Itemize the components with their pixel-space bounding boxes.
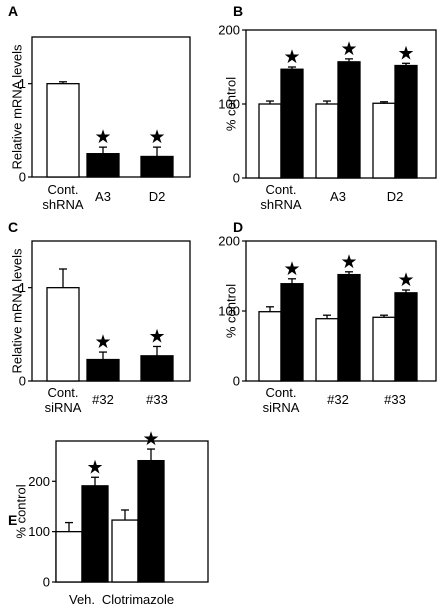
y-tick-label: 0 [233, 374, 240, 389]
bar [315, 318, 339, 382]
category-label: shRNA [260, 197, 302, 212]
y-tick-label: 200 [218, 23, 240, 38]
bar [46, 83, 80, 178]
bar [86, 358, 120, 382]
category-label: Veh. [69, 592, 95, 607]
bar [258, 103, 282, 179]
y-tick-label: 200 [218, 234, 240, 249]
y-tick-label: 100 [218, 97, 240, 112]
bar [86, 153, 120, 178]
category-label: Cont. [47, 182, 78, 197]
significance-star: ★ [94, 127, 111, 148]
bar [315, 103, 339, 179]
category-label: #32 [327, 392, 349, 407]
y-tick-label: 0 [19, 374, 26, 389]
significance-star: ★ [94, 332, 111, 353]
bar [55, 530, 83, 583]
y-tick-label: 200 [28, 474, 50, 489]
panel-label: D [233, 219, 243, 235]
category-label: D2 [149, 189, 166, 204]
y-tick-label: 100 [28, 524, 50, 539]
category-label: A3 [330, 189, 346, 204]
y-axis-label: % control [223, 77, 238, 131]
bar [280, 283, 304, 382]
y-tick-label: 0 [43, 575, 50, 590]
category-label: siRNA [263, 400, 300, 415]
significance-star: ★ [283, 259, 300, 280]
panel-label: E [8, 512, 17, 528]
significance-star: ★ [283, 47, 300, 68]
bar [337, 61, 361, 179]
bar [280, 68, 304, 179]
category-label: Clotrimazole [102, 592, 174, 607]
y-tick-label: 1 [19, 280, 26, 295]
bar [372, 102, 396, 179]
panel-label: C [8, 219, 18, 235]
significance-star: ★ [86, 457, 103, 478]
y-axis-label: Relative mRNA levels [9, 248, 24, 373]
bar [46, 287, 80, 382]
significance-star: ★ [142, 429, 159, 450]
bar [111, 519, 139, 583]
category-label: #32 [92, 392, 114, 407]
bar [372, 316, 396, 382]
y-axis-label: % control [13, 484, 28, 538]
significance-star: ★ [148, 127, 165, 148]
significance-star: ★ [397, 43, 414, 64]
panel-label: A [8, 3, 18, 19]
category-label: Cont. [265, 385, 296, 400]
y-tick-label: 0 [233, 171, 240, 186]
bar [140, 355, 174, 382]
y-axis-label: Relative mRNA levels [9, 44, 24, 169]
y-axis-label: % control [223, 284, 238, 338]
bar [81, 485, 109, 583]
category-label: A3 [95, 189, 111, 204]
y-tick-label: 0 [19, 170, 26, 185]
category-label: #33 [384, 392, 406, 407]
category-label: Cont. [47, 385, 78, 400]
category-label: siRNA [45, 400, 82, 415]
significance-star: ★ [397, 270, 414, 291]
y-tick-label: 100 [218, 304, 240, 319]
bar [137, 459, 165, 583]
panel-label: B [233, 3, 243, 19]
category-label: shRNA [42, 197, 84, 212]
significance-star: ★ [148, 326, 165, 347]
significance-star: ★ [340, 252, 357, 273]
category-label: D2 [387, 189, 404, 204]
bar [258, 311, 282, 382]
bar [394, 292, 418, 382]
bar [337, 273, 361, 382]
category-label: Cont. [265, 182, 296, 197]
bar [394, 64, 418, 179]
bar [140, 155, 174, 178]
category-label: #33 [146, 392, 168, 407]
significance-star: ★ [340, 39, 357, 60]
y-tick-label: 1 [19, 76, 26, 91]
